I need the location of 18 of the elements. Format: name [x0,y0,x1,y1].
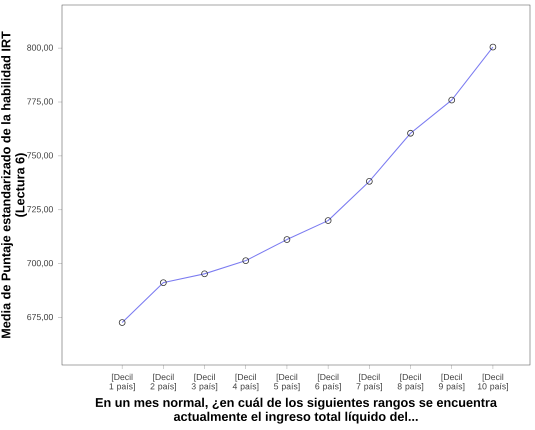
x-tick-label: [Decil 6 país] [315,374,341,392]
y-tick-label: 775,00 [27,98,53,106]
x-tick-label: [Decil 7 país] [356,374,382,392]
x-tick-label: [Decil 5 país] [274,374,300,392]
y-tick-label: 725,00 [27,206,53,214]
x-tick-label: [Decil 2 país] [150,374,176,392]
x-tick-label: [Decil 1 país] [110,374,135,392]
x-tick-label: [Decil 3 país] [192,374,218,392]
y-tick-label: 750,00 [27,152,53,160]
x-axis-title: En un mes normal, ¿en cuál de los siguientes rangos se encuentra actualmente el ingreso total líquido del... [96,398,498,424]
y-tick-label: 700,00 [27,260,53,268]
y-axis-title: Media de Puntaje estandarizado de la habilidad IRT (Lectura 6) [1,31,27,338]
x-tick-label: [Decil 10 país] [478,374,508,392]
x-tick-label: [Decil 4 país] [232,374,258,392]
y-tick-label: 800,00 [27,44,53,52]
x-tick-label: [Decil 9 país] [438,374,464,392]
y-tick-label: 675,00 [27,314,53,322]
x-tick-label: [Decil 8 país] [398,374,424,392]
